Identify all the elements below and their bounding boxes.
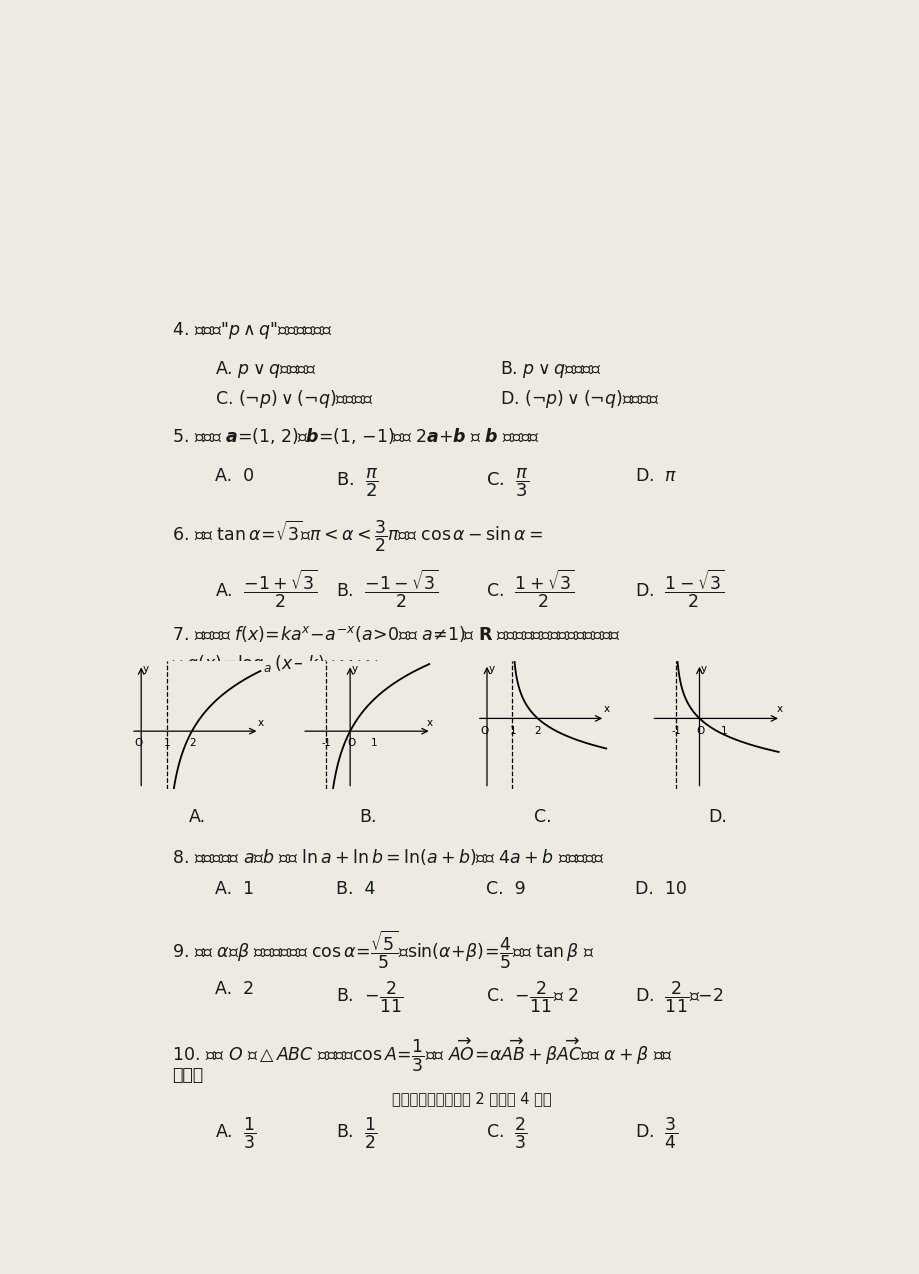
- Text: 1: 1: [164, 738, 170, 748]
- Text: C.  9: C. 9: [485, 880, 525, 898]
- Text: 4. 若命题"$p\wedge q$"是假命题，则: 4. 若命题"$p\wedge q$"是假命题，则: [172, 320, 332, 340]
- Text: 5. 若向量 $\boldsymbol{a}$=(1, 2)，$\boldsymbol{b}$=(1, $-$1)，则 2$\boldsymbol{a}$+$\: 5. 若向量 $\boldsymbol{a}$=(1, 2)，$\boldsym…: [172, 426, 539, 446]
- Text: D.  $\dfrac{1-\sqrt{3}}{2}$: D. $\dfrac{1-\sqrt{3}}{2}$: [635, 568, 724, 610]
- Text: y: y: [488, 664, 494, 674]
- Text: A.  $\dfrac{1}{3}$: A. $\dfrac{1}{3}$: [215, 1115, 256, 1150]
- Text: D.  $\dfrac{2}{11}$或$-$2: D. $\dfrac{2}{11}$或$-$2: [635, 980, 723, 1015]
- Text: 数学（文科）试题第 2 页（共 4 页）: 数学（文科）试题第 2 页（共 4 页）: [391, 1092, 550, 1106]
- Text: B.  $\dfrac{1}{2}$: B. $\dfrac{1}{2}$: [335, 1115, 377, 1150]
- Text: C.  $-\dfrac{2}{11}$或 2: C. $-\dfrac{2}{11}$或 2: [485, 980, 578, 1015]
- Text: 1: 1: [720, 726, 726, 736]
- Text: 1: 1: [371, 738, 378, 748]
- Text: 10. 已知 $O$ 为$\triangle ABC$ 的外心，$\cos A\!=\!\dfrac{1}{3}$，若 $\overrightarrow{AO}: 10. 已知 $O$ 为$\triangle ABC$ 的外心，$\cos A\…: [172, 1037, 673, 1074]
- Text: 7. 已知函数 $f(x)\!=\!ka^x\!-\!a^{-x}$($a\!>\!0$，且 $a\!\neq\!1$)在 $\mathbf{R}$ 上是奇函数: 7. 已知函数 $f(x)\!=\!ka^x\!-\!a^{-x}$($a\!>…: [172, 624, 620, 643]
- Text: B.  $\dfrac{-1-\sqrt{3}}{2}$: B. $\dfrac{-1-\sqrt{3}}{2}$: [335, 568, 438, 610]
- Text: B.: B.: [359, 808, 377, 826]
- Text: y: y: [700, 664, 707, 674]
- Text: 6. 已知 $\tan\alpha\!=\!\sqrt{3}$，$\pi<\alpha<\dfrac{3}{2}\pi$，则 $\cos\alpha-\sin\: 6. 已知 $\tan\alpha\!=\!\sqrt{3}$，$\pi<\al…: [172, 519, 542, 554]
- Text: 9. 已知 $\alpha$，$\beta$ 都是锐角，且 $\cos\alpha\!=\!\dfrac{\sqrt{5}}{5}$，$\sin(\alpha\: 9. 已知 $\alpha$，$\beta$ 都是锐角，且 $\cos\alph…: [172, 929, 594, 971]
- Text: C.  $\dfrac{2}{3}$: C. $\dfrac{2}{3}$: [485, 1115, 527, 1150]
- Text: -1: -1: [671, 726, 680, 736]
- Text: D.  10: D. 10: [635, 880, 686, 898]
- Text: B.  4: B. 4: [335, 880, 375, 898]
- Text: C. $(\neg p)\vee(\neg q)$为假命题: C. $(\neg p)\vee(\neg q)$为假命题: [215, 389, 372, 410]
- Text: B.  $\dfrac{\pi}{2}$: B. $\dfrac{\pi}{2}$: [335, 466, 379, 499]
- Text: A.  0: A. 0: [215, 466, 254, 485]
- Text: D.  $\pi$: D. $\pi$: [635, 466, 677, 485]
- Text: 大值为: 大值为: [172, 1066, 203, 1084]
- Text: 数 $g(x)\!=\!\log_a(x\!-\!k)$的大致图象是: 数 $g(x)\!=\!\log_a(x\!-\!k)$的大致图象是: [172, 654, 379, 675]
- Text: 8. 已知正实数 $a$，$b$ 满足 $\ln a+\ln b=\ln(a+b)$，则 $4a+b$ 的最小值为: 8. 已知正实数 $a$，$b$ 满足 $\ln a+\ln b=\ln(a+b…: [172, 847, 604, 868]
- Text: O: O: [480, 726, 488, 736]
- Text: D.: D.: [708, 808, 726, 826]
- Text: A. $p\vee q$为假命题: A. $p\vee q$为假命题: [215, 359, 316, 380]
- Text: x: x: [257, 719, 264, 729]
- Text: O: O: [696, 726, 704, 736]
- Text: 1: 1: [509, 726, 516, 736]
- Text: B. $p\vee q$为真命题: B. $p\vee q$为真命题: [500, 359, 601, 380]
- Text: C.: C.: [533, 808, 551, 826]
- Text: C.  $\dfrac{\pi}{3}$: C. $\dfrac{\pi}{3}$: [485, 466, 528, 499]
- Text: C.  $\dfrac{1+\sqrt{3}}{2}$: C. $\dfrac{1+\sqrt{3}}{2}$: [485, 568, 573, 610]
- Text: A.  2: A. 2: [215, 980, 254, 998]
- Text: x: x: [426, 719, 433, 729]
- Text: A.  1: A. 1: [215, 880, 254, 898]
- Text: y: y: [142, 664, 149, 674]
- Text: D. $(\neg p)\vee(\neg q)$为真命题: D. $(\neg p)\vee(\neg q)$为真命题: [500, 389, 659, 410]
- Text: 2: 2: [534, 726, 540, 736]
- Text: 2: 2: [188, 738, 196, 748]
- Text: x: x: [603, 705, 609, 713]
- Text: D.  $\dfrac{3}{4}$: D. $\dfrac{3}{4}$: [635, 1115, 677, 1150]
- Text: A.  $\dfrac{-1+\sqrt{3}}{2}$: A. $\dfrac{-1+\sqrt{3}}{2}$: [215, 568, 317, 610]
- Text: O: O: [134, 738, 142, 748]
- Text: O: O: [346, 738, 355, 748]
- Text: B.  $-\dfrac{2}{11}$: B. $-\dfrac{2}{11}$: [335, 980, 403, 1015]
- Text: A.: A.: [188, 808, 205, 826]
- Text: -1: -1: [322, 738, 331, 748]
- Text: y: y: [351, 664, 357, 674]
- Text: x: x: [776, 705, 781, 713]
